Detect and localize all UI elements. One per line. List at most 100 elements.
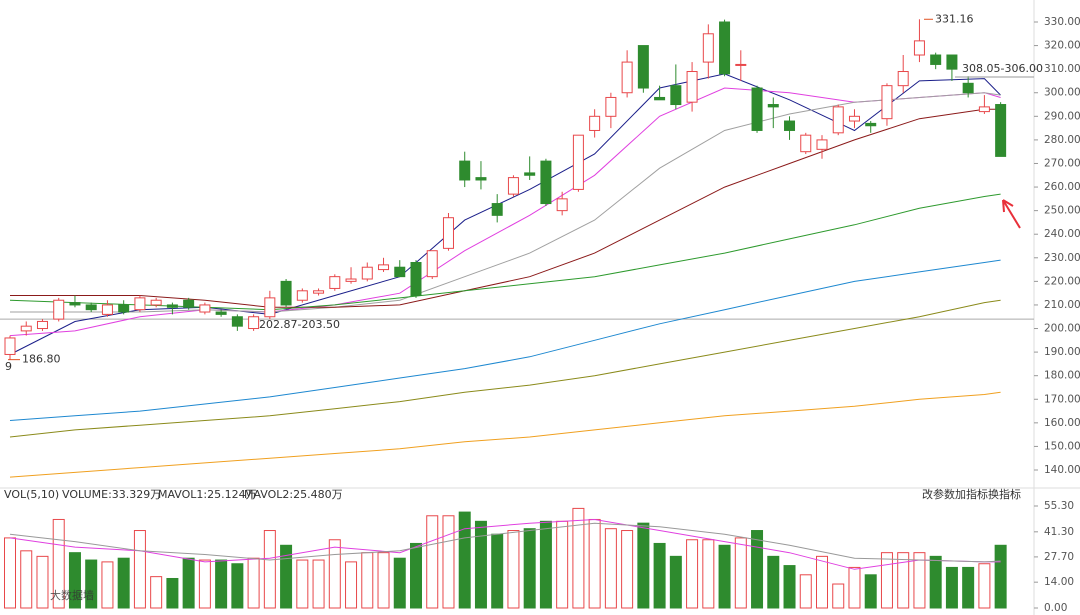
candle-body bbox=[670, 85, 682, 106]
candle-body bbox=[264, 297, 276, 318]
candle-body bbox=[280, 280, 292, 306]
y-tick-label: 230.00 bbox=[1044, 252, 1080, 264]
candle-body bbox=[378, 264, 390, 271]
volume-bar bbox=[215, 559, 228, 609]
y-tick-label: 330.00 bbox=[1044, 16, 1080, 28]
ma-line bbox=[10, 108, 1001, 308]
candle-body bbox=[865, 122, 877, 127]
candle-body bbox=[248, 316, 260, 330]
button[interactable]: 换指标 bbox=[988, 487, 1021, 501]
candle-body bbox=[572, 134, 584, 190]
candle-body bbox=[962, 82, 974, 94]
candle-body bbox=[345, 278, 357, 282]
volume-bar bbox=[702, 539, 715, 609]
legend-item: MAVOL2:25.480万 bbox=[244, 488, 343, 501]
volume-bar bbox=[166, 577, 179, 609]
candle-body bbox=[816, 139, 828, 150]
candle-body bbox=[361, 266, 373, 280]
candle-body bbox=[150, 299, 162, 306]
volume-bar bbox=[686, 539, 699, 609]
ma-line bbox=[10, 92, 1001, 313]
button[interactable]: 改参数 bbox=[922, 487, 955, 501]
candle-body bbox=[767, 104, 779, 108]
volume-bar bbox=[734, 537, 747, 609]
arrow bbox=[1002, 199, 1021, 229]
candle-body bbox=[231, 316, 243, 327]
y-tick-label: 200.00 bbox=[1044, 323, 1080, 335]
ma-line bbox=[9, 391, 1001, 478]
legend-item: VOL(5,10) bbox=[4, 488, 59, 501]
volume-bar bbox=[556, 520, 569, 609]
candle-body bbox=[654, 96, 666, 101]
volume-bar bbox=[572, 507, 585, 609]
annotation: 202.87-203.50 bbox=[259, 318, 340, 331]
candle-body bbox=[101, 304, 113, 315]
ma-line bbox=[9, 299, 1001, 438]
vol-tick-label: 14.00 bbox=[1044, 576, 1074, 588]
volume-bar bbox=[751, 530, 764, 609]
volume-bar bbox=[312, 559, 325, 609]
y-tick-label: 160.00 bbox=[1044, 417, 1080, 429]
candle-body bbox=[426, 250, 438, 278]
volume-bar bbox=[767, 555, 780, 609]
volume-bar bbox=[231, 563, 244, 609]
candle-body bbox=[442, 217, 454, 249]
candle-body bbox=[881, 85, 893, 120]
volume-bar bbox=[491, 533, 504, 609]
annotation: 331.16 bbox=[935, 12, 974, 25]
annotation: 308.05-306.00 bbox=[962, 62, 1043, 75]
volume-bar bbox=[426, 515, 439, 609]
candle-body bbox=[995, 104, 1007, 157]
volume-bar bbox=[604, 528, 617, 609]
candle-body bbox=[897, 71, 909, 87]
volume-bar bbox=[4, 537, 16, 609]
candle-body bbox=[20, 325, 32, 332]
candle-body bbox=[686, 71, 698, 103]
volume-bar bbox=[345, 561, 358, 609]
vol-tick-label: 41.30 bbox=[1044, 526, 1074, 538]
candle-body bbox=[410, 262, 422, 297]
volume-bar bbox=[523, 528, 536, 609]
candle-body bbox=[199, 304, 211, 313]
volume-bar bbox=[913, 552, 926, 609]
y-tick-label: 190.00 bbox=[1044, 346, 1080, 358]
volume-bar bbox=[150, 576, 163, 609]
candle-body bbox=[589, 115, 601, 131]
candle-body bbox=[930, 54, 942, 65]
button[interactable]: 加指标 bbox=[955, 487, 988, 501]
candle-body bbox=[491, 203, 503, 216]
candle-body bbox=[637, 45, 649, 89]
volume-bar bbox=[263, 530, 276, 609]
vol-ma-line bbox=[9, 518, 1001, 570]
volume-bar bbox=[621, 530, 634, 609]
volume-bar bbox=[280, 544, 293, 609]
volume-bar bbox=[848, 566, 861, 609]
candle-body bbox=[848, 115, 860, 122]
volume-bar bbox=[296, 559, 309, 609]
candle-body bbox=[540, 160, 552, 205]
volume-bar bbox=[410, 542, 422, 609]
volume-bar bbox=[247, 557, 260, 609]
volume-bar bbox=[669, 555, 682, 609]
candle-body bbox=[183, 299, 195, 308]
volume-bar bbox=[474, 520, 487, 609]
candle-body bbox=[53, 299, 65, 320]
y-tick-label: 170.00 bbox=[1044, 393, 1080, 405]
y-tick-label: 240.00 bbox=[1044, 228, 1080, 240]
watermark: 大数据墙 bbox=[50, 588, 94, 602]
volume-bar bbox=[52, 518, 65, 609]
volume-bar bbox=[945, 566, 958, 609]
candle-body bbox=[313, 290, 325, 294]
candle-body bbox=[215, 311, 227, 315]
ma-line bbox=[9, 259, 1001, 421]
volume-bar bbox=[864, 574, 877, 609]
volume-bar bbox=[929, 555, 942, 609]
candle-body bbox=[784, 120, 796, 131]
candle-body bbox=[621, 61, 633, 94]
volume-bar bbox=[198, 559, 211, 609]
vol-tick-label: 27.70 bbox=[1044, 551, 1074, 563]
volume-bar bbox=[832, 583, 845, 609]
candle-body bbox=[735, 63, 747, 66]
